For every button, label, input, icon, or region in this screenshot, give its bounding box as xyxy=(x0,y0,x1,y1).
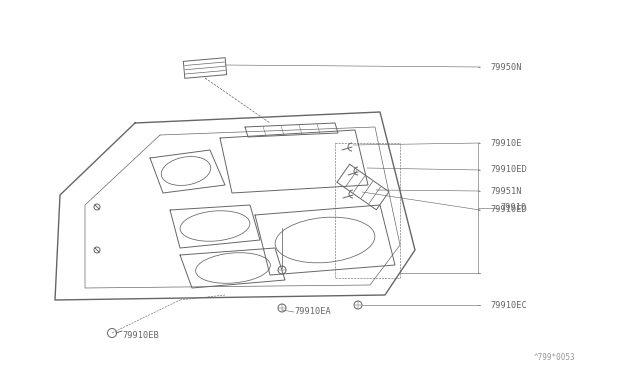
Text: 79910E: 79910E xyxy=(490,138,522,148)
Text: 79910ED: 79910ED xyxy=(490,205,527,215)
Text: 79950N: 79950N xyxy=(490,62,522,71)
Text: 79910EB: 79910EB xyxy=(122,330,159,340)
Text: 79910: 79910 xyxy=(500,203,526,212)
Text: 79910EA: 79910EA xyxy=(294,308,331,317)
Text: 79910ED: 79910ED xyxy=(490,166,527,174)
Text: ^799*0053: ^799*0053 xyxy=(533,353,575,362)
Text: 79910EC: 79910EC xyxy=(490,301,527,310)
Text: 79951N: 79951N xyxy=(490,186,522,196)
